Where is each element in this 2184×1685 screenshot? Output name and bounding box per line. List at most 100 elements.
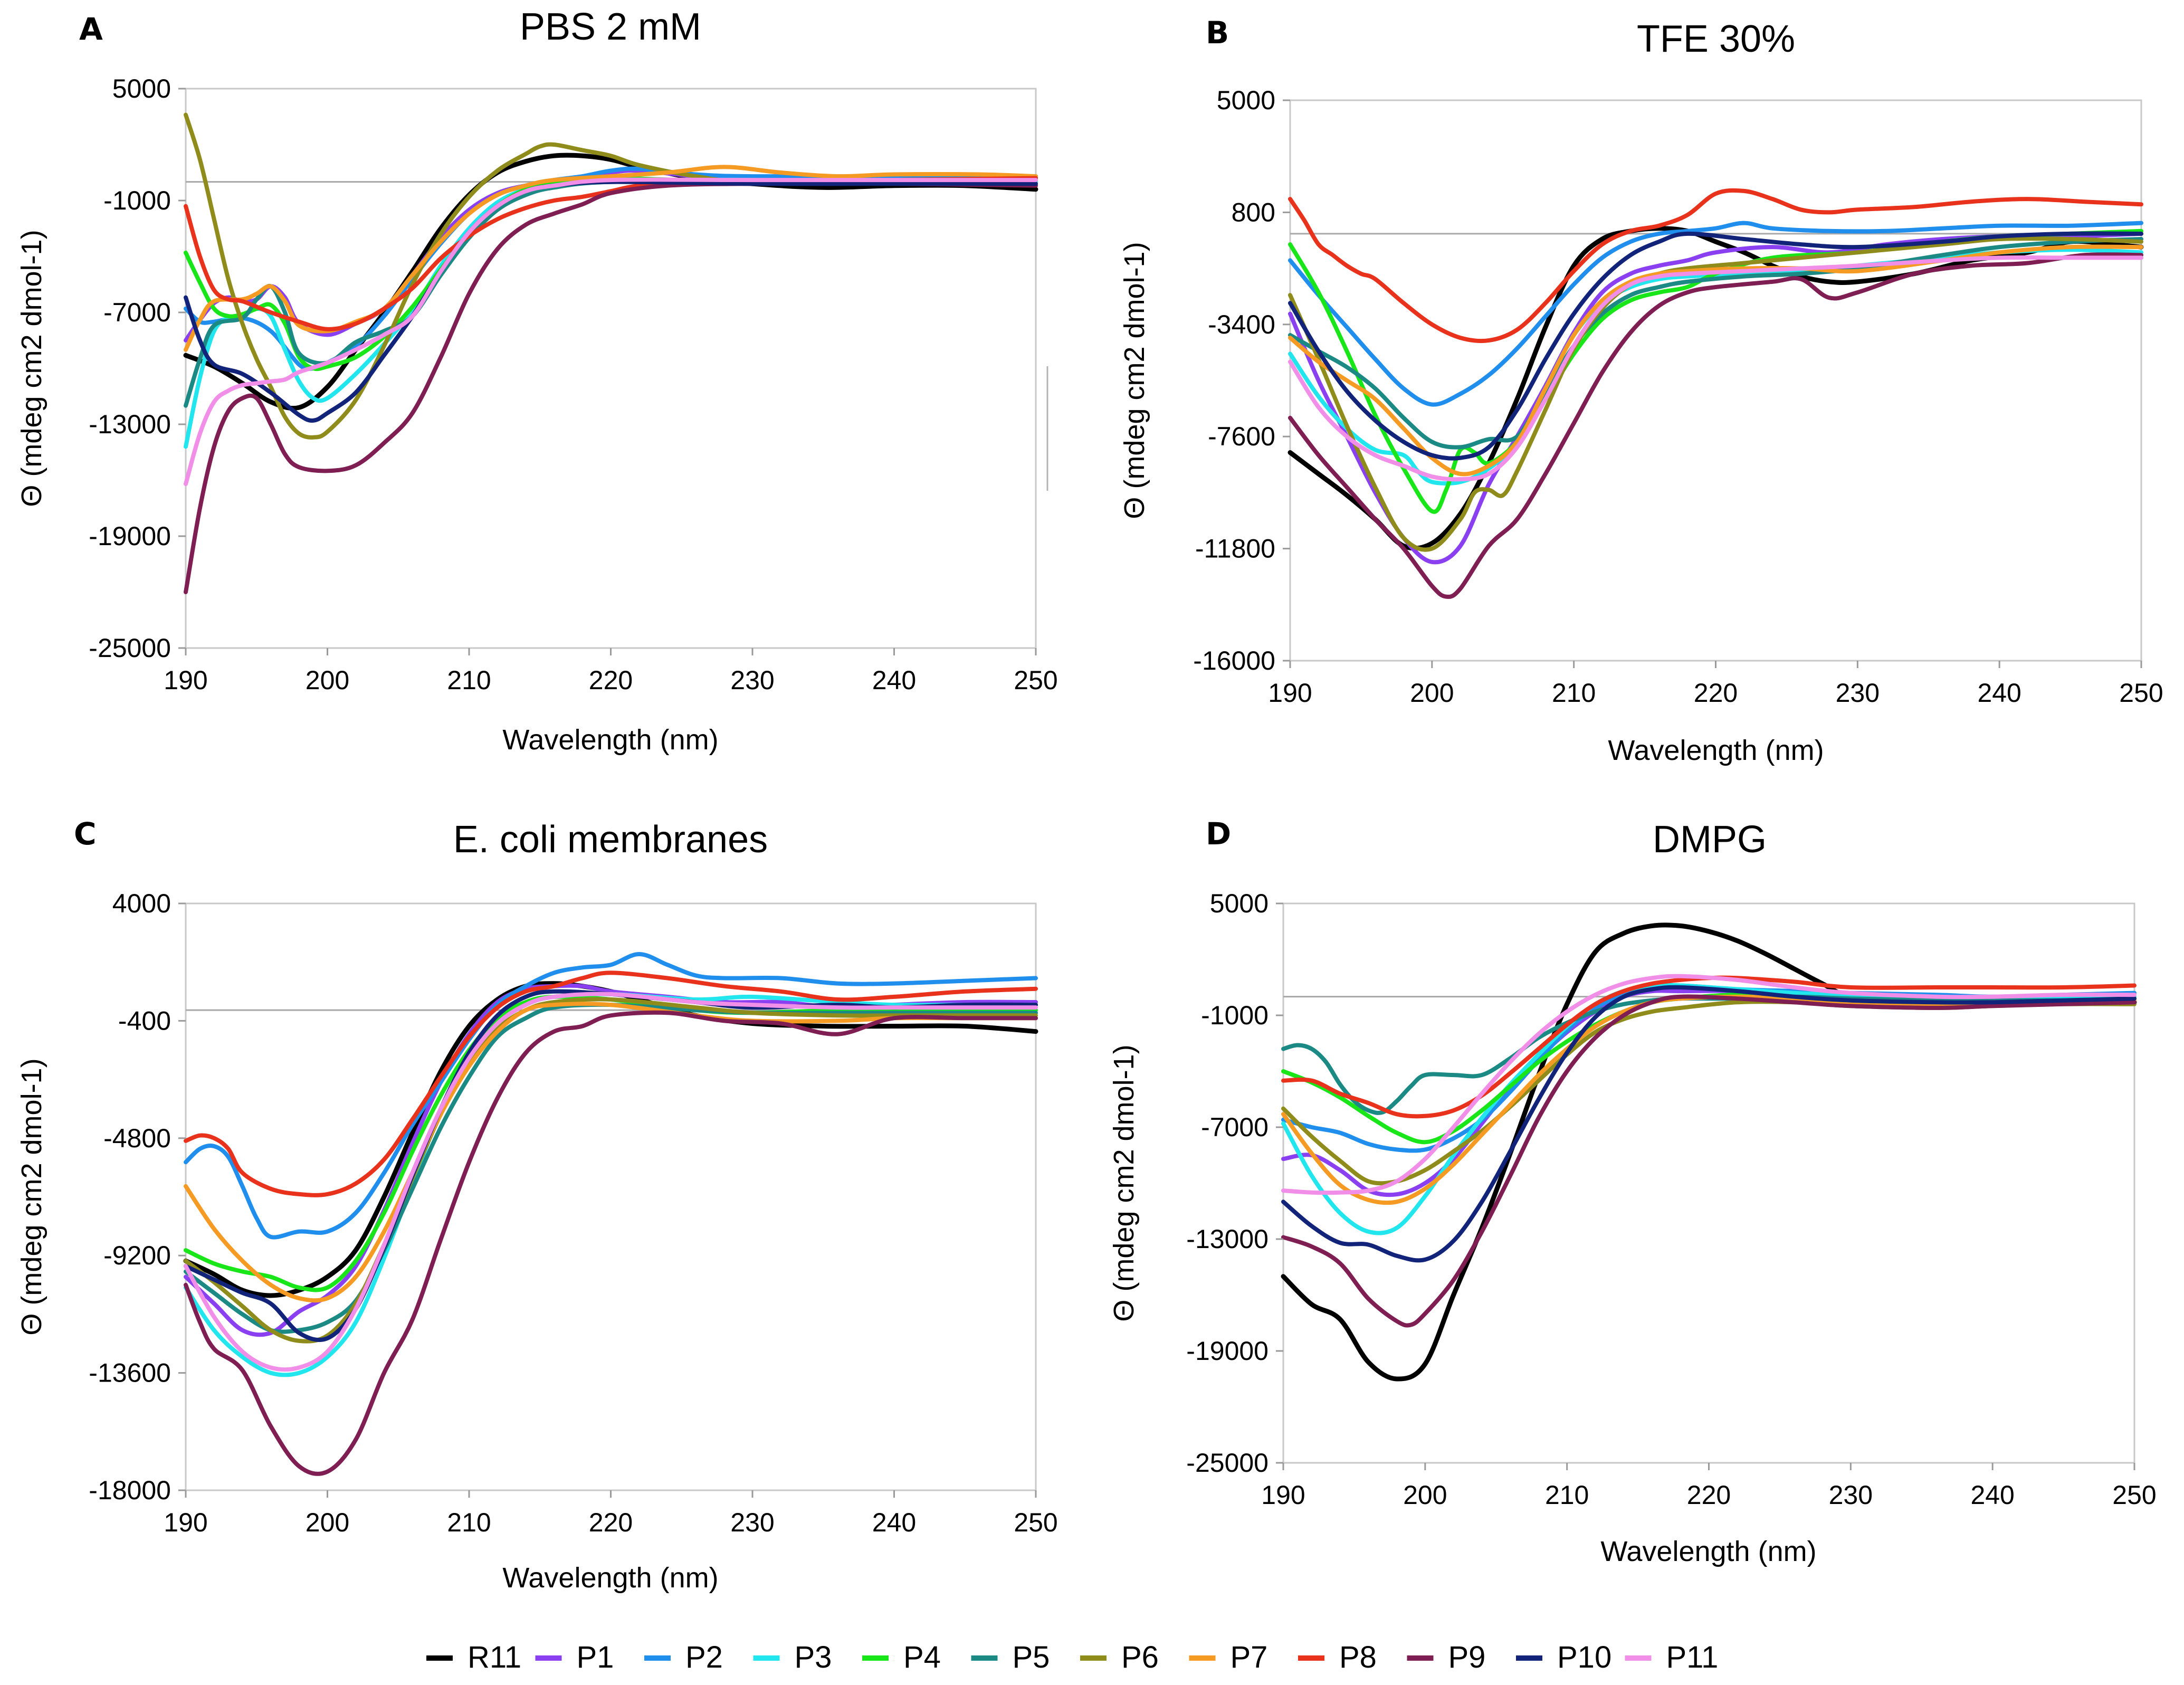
- panel-c-ticks: 4000 -400 -4800 -9200 -13600 -18000 190 200 210 2…: [89, 889, 1057, 1537]
- panel-b-series: [1287, 188, 2144, 599]
- panel-c: C E. coli membranes 4000 -400 -4800 -9200 -1…: [16, 816, 1058, 1594]
- legend-label: P5: [1013, 1640, 1050, 1674]
- x-tick-label: 200: [306, 1508, 349, 1537]
- x-tick-label: 190: [164, 665, 207, 695]
- panel-c-letter: C: [74, 816, 97, 852]
- legend-item-p7: P7: [1189, 1640, 1268, 1674]
- series-line-p11: [1288, 255, 2143, 482]
- x-tick-label: 210: [1545, 1480, 1589, 1510]
- x-tick-label: 230: [1829, 1480, 1873, 1510]
- x-tick-label: 250: [2119, 678, 2163, 708]
- y-tick-label: 5000: [1217, 85, 1275, 115]
- x-tick-label: 220: [1687, 1480, 1731, 1510]
- panel-c-series: [183, 952, 1038, 1476]
- panel-c-y-axis-label: Θ (mdeg cm2 dmol-1): [16, 1058, 47, 1335]
- x-tick-label: 240: [872, 665, 916, 695]
- y-tick-label: -13000: [89, 410, 171, 439]
- y-tick-label: 800: [1232, 197, 1275, 227]
- y-tick-label: -19000: [89, 521, 171, 551]
- y-tick-label: -18000: [89, 1475, 171, 1505]
- y-tick-label: -11800: [1195, 534, 1275, 564]
- series-line-p8: [1288, 188, 2143, 344]
- y-tick-label: -25000: [1186, 1448, 1269, 1478]
- legend-label: P3: [795, 1640, 832, 1674]
- panel-d: D DMPG 5000 -1000 -7000 -13000 -19000 -250001…: [1108, 816, 2157, 1567]
- panel-b-title: TFE 30%: [1637, 18, 1795, 60]
- x-tick-label: 200: [306, 665, 349, 695]
- panel-a-y-axis-label: Θ (mdeg cm2 dmol-1): [16, 230, 47, 507]
- series-line-p2: [1288, 221, 2143, 407]
- series-line-p10: [1288, 231, 2143, 461]
- x-tick-label: 230: [730, 1508, 774, 1537]
- legend-item-p3: P3: [753, 1640, 832, 1674]
- panel-a: A PBS 2 mM 5000 -1000 -7000 -13000 -19000 -25…: [16, 6, 1058, 756]
- x-tick-label: 250: [2112, 1480, 2156, 1510]
- legend-item-p8: P8: [1298, 1640, 1377, 1674]
- panel-d-series: [1281, 922, 2137, 1382]
- panel-a-title: PBS 2 mM: [520, 6, 701, 48]
- legend-item-r11: R11: [426, 1640, 521, 1674]
- y-tick-label: -4800: [103, 1124, 171, 1153]
- x-tick-label: 220: [589, 665, 633, 695]
- x-tick-label: 250: [1014, 1508, 1057, 1537]
- legend-item-p2: P2: [644, 1640, 723, 1674]
- legend-label: P10: [1557, 1640, 1611, 1674]
- x-tick-label: 190: [1268, 678, 1312, 708]
- legend-item-p11: P11: [1625, 1640, 1719, 1674]
- y-tick-label: -7000: [1201, 1112, 1269, 1142]
- y-tick-label: -16000: [1193, 646, 1275, 675]
- legend: R11 P1 P2 P3 P4 P5 P6 P7 P8 P9 P10 P11: [426, 1640, 1718, 1674]
- legend-item-p1: P1: [535, 1640, 614, 1674]
- y-tick-label: -1000: [103, 186, 171, 215]
- y-tick-label: -400: [118, 1006, 171, 1035]
- x-tick-label: 200: [1403, 1480, 1447, 1510]
- series-line-p7: [184, 1002, 1038, 1303]
- y-tick-label: -13000: [1186, 1224, 1269, 1254]
- y-tick-label: -3400: [1208, 310, 1275, 339]
- legend-label: R11: [468, 1640, 521, 1674]
- legend-item-p6: P6: [1080, 1640, 1159, 1674]
- legend-label: P6: [1121, 1640, 1159, 1674]
- series-line-p9: [1288, 252, 2143, 599]
- series-line-p8: [184, 970, 1038, 1197]
- series-line-p9: [184, 1010, 1038, 1476]
- series-line-p11: [1281, 974, 2137, 1195]
- panel-d-title: DMPG: [1653, 818, 1767, 861]
- y-tick-label: -25000: [89, 633, 171, 663]
- legend-label: P9: [1448, 1640, 1486, 1674]
- panel-d-x-axis-label: Wavelength (nm): [1600, 1536, 1816, 1567]
- panel-a-x-axis-label: Wavelength (nm): [502, 724, 718, 756]
- y-tick-label: 4000: [112, 889, 171, 918]
- y-tick-label: -13600: [89, 1358, 171, 1388]
- x-tick-label: 240: [872, 1508, 916, 1537]
- series-line-p9: [1281, 994, 2137, 1328]
- panel-b-ticks: 5000 800 -3400 -7600 -11800 -16000 190 200 210 22…: [1193, 85, 2163, 708]
- panel-d-letter: D: [1206, 816, 1231, 852]
- panel-c-x-axis-label: Wavelength (nm): [502, 1562, 718, 1594]
- series-line-p10: [184, 989, 1038, 1343]
- series-line-r11: [183, 153, 1038, 411]
- panel-b-letter: B: [1206, 15, 1229, 51]
- y-tick-label: -19000: [1186, 1336, 1269, 1366]
- x-tick-label: 190: [1261, 1480, 1305, 1510]
- legend-item-p4: P4: [862, 1640, 941, 1674]
- y-tick-label: -9200: [103, 1241, 171, 1270]
- y-tick-label: -1000: [1201, 1001, 1269, 1030]
- series-line-p7: [184, 165, 1038, 352]
- x-tick-label: 210: [1552, 678, 1596, 708]
- legend-label: P11: [1666, 1640, 1719, 1674]
- series-line-p8: [1281, 975, 2137, 1119]
- x-tick-label: 220: [589, 1508, 633, 1537]
- legend-label: P4: [903, 1640, 941, 1674]
- legend-item-p10: P10: [1516, 1640, 1611, 1674]
- series-line-p11: [184, 992, 1038, 1372]
- x-tick-label: 210: [447, 1508, 491, 1537]
- x-tick-label: 210: [447, 665, 491, 695]
- series-line-p5: [184, 1002, 1038, 1334]
- x-tick-label: 230: [730, 665, 774, 695]
- x-tick-label: 230: [1836, 678, 1880, 708]
- y-tick-label: -7000: [103, 298, 171, 327]
- legend-label: P7: [1231, 1640, 1268, 1674]
